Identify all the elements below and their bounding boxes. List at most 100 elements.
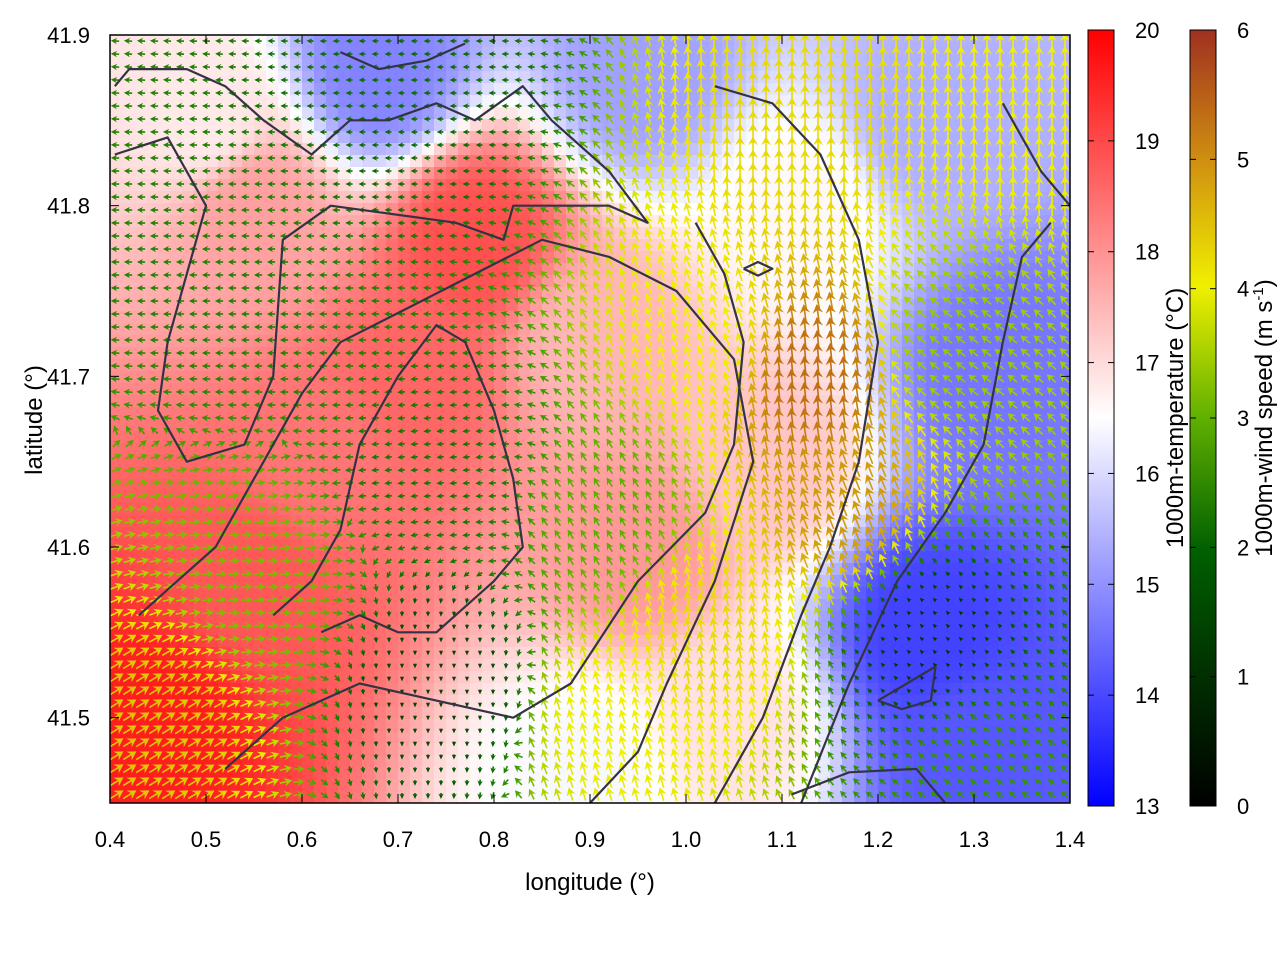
heat-cell	[386, 167, 399, 180]
heat-cell	[326, 59, 339, 72]
heat-cell	[314, 683, 327, 696]
heat-cell	[662, 35, 675, 48]
heat-cell	[578, 215, 591, 228]
heat-cell	[998, 635, 1011, 648]
heat-cell	[398, 755, 411, 768]
heat-cell	[362, 47, 375, 60]
heat-cell	[302, 167, 315, 180]
heat-cell	[494, 683, 507, 696]
heat-cell	[866, 647, 879, 660]
heat-cell	[494, 59, 507, 72]
heat-cell	[446, 59, 459, 72]
heat-cell	[338, 59, 351, 72]
heat-cell	[458, 527, 471, 540]
heat-cell	[506, 635, 519, 648]
heat-cell	[470, 71, 483, 84]
heat-cell	[866, 659, 879, 672]
heat-cell	[314, 107, 327, 120]
heat-cell	[254, 215, 267, 228]
heat-cell	[998, 587, 1011, 600]
heat-cell	[410, 155, 423, 168]
heat-cell	[506, 431, 519, 444]
heat-cell	[806, 71, 819, 84]
heat-cell	[242, 119, 255, 132]
heat-cell	[1046, 587, 1059, 600]
heat-cell	[362, 131, 375, 144]
heat-cell	[806, 719, 819, 732]
heat-cell	[998, 263, 1011, 276]
heat-cell	[530, 491, 543, 504]
heat-cell	[470, 323, 483, 336]
heat-cell	[926, 575, 939, 588]
heat-cell	[974, 611, 987, 624]
heat-cell	[902, 635, 915, 648]
heat-cell	[398, 119, 411, 132]
heat-cell	[410, 287, 423, 300]
heat-cell	[506, 71, 519, 84]
heat-cell	[458, 155, 471, 168]
heat-cell	[254, 71, 267, 84]
heat-cell	[230, 479, 243, 492]
heat-cell	[398, 695, 411, 708]
heat-cell	[446, 119, 459, 132]
heat-cell	[362, 527, 375, 540]
heat-cell	[182, 119, 195, 132]
heat-cell	[362, 107, 375, 120]
heat-cell	[182, 323, 195, 336]
heat-cell	[398, 563, 411, 576]
heat-cell	[350, 35, 363, 48]
heat-cell	[470, 107, 483, 120]
heat-cell	[230, 323, 243, 336]
heat-cell	[482, 47, 495, 60]
heat-cell	[146, 179, 159, 192]
heat-cell	[1022, 47, 1035, 60]
heat-cell	[590, 83, 603, 96]
heat-cell	[1058, 647, 1070, 660]
heat-cell	[206, 335, 219, 348]
heat-cell	[458, 467, 471, 480]
heat-cell	[1058, 599, 1070, 612]
heat-cell	[206, 131, 219, 144]
heat-cell	[938, 587, 951, 600]
heat-cell	[818, 107, 831, 120]
heat-cell	[146, 71, 159, 84]
heat-cell	[878, 635, 891, 648]
heat-cell	[494, 47, 507, 60]
heat-cell	[482, 287, 495, 300]
heat-cell	[350, 59, 363, 72]
heat-cell	[494, 35, 507, 48]
heat-cell	[278, 635, 291, 648]
heat-cell	[422, 527, 435, 540]
heat-cell	[350, 179, 363, 192]
heat-cell	[338, 587, 351, 600]
heat-cell	[398, 671, 411, 684]
heat-cell	[410, 647, 423, 660]
heat-cell	[458, 587, 471, 600]
heat-cell	[1022, 203, 1035, 216]
heat-cell	[230, 167, 243, 180]
heat-cell	[410, 371, 423, 384]
heat-cell	[158, 323, 171, 336]
heat-cell	[506, 647, 519, 660]
heat-cell	[422, 131, 435, 144]
heat-cell	[206, 371, 219, 384]
heat-cell	[398, 71, 411, 84]
heat-cell	[206, 59, 219, 72]
heat-cell	[338, 731, 351, 744]
heat-cell	[446, 719, 459, 732]
heat-cell	[386, 35, 399, 48]
heat-cell	[506, 683, 519, 696]
heat-cell	[866, 707, 879, 720]
heat-cell	[794, 71, 807, 84]
heat-cell	[470, 47, 483, 60]
heat-cell	[902, 755, 915, 768]
heat-cell	[1058, 695, 1070, 708]
heat-cell	[458, 539, 471, 552]
heat-cell	[1046, 467, 1059, 480]
heat-cell	[518, 443, 531, 456]
heat-cell	[422, 443, 435, 456]
heat-cell	[962, 59, 975, 72]
heat-cell	[518, 779, 531, 792]
heat-cell	[398, 323, 411, 336]
heat-cell	[818, 203, 831, 216]
